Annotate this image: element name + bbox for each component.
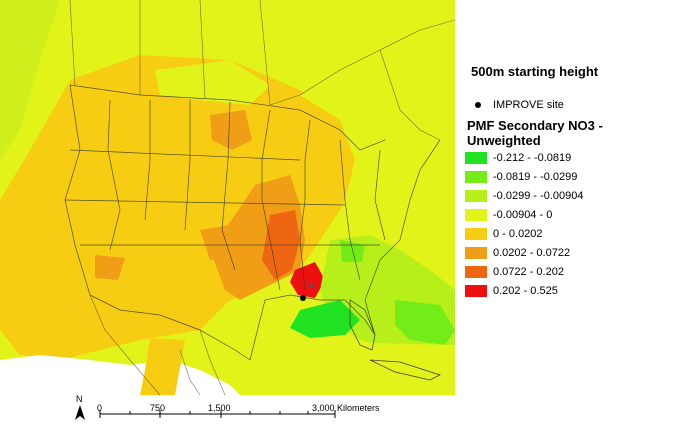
scale-tick-1500: 1,500	[208, 403, 231, 413]
legend-label: -0.212 - -0.0819	[493, 151, 572, 164]
legend-label: -0.00904 - 0	[493, 208, 553, 221]
legend-swatch	[465, 284, 487, 297]
legend-panel: 500m starting height IMPROVE site PMF Se…	[455, 0, 675, 427]
legend-swatch	[465, 265, 487, 278]
legend-label: -0.0819 - -0.0299	[493, 170, 578, 183]
legend-item: -0.0299 - -0.00904	[465, 186, 584, 205]
legend-swatch	[465, 151, 487, 164]
legend-swatch	[465, 208, 487, 221]
legend-item: -0.212 - -0.0819	[465, 148, 584, 167]
legend-label: -0.0299 - -0.00904	[493, 189, 584, 202]
map-title: 500m starting height	[471, 64, 599, 79]
legend-swatch	[465, 246, 487, 259]
legend-label: 0.0202 - 0.0722	[493, 246, 571, 259]
scale-tick-0: 0	[97, 403, 103, 413]
legend-label: 0.202 - 0.525	[493, 284, 558, 297]
legend-label: 0.0722 - 0.202	[493, 265, 564, 278]
legend-label: 0 - 0.0202	[493, 227, 543, 240]
scale-tick-750: 750	[150, 403, 166, 413]
legend-item: -0.00904 - 0	[465, 205, 584, 224]
legend-swatch	[465, 170, 487, 183]
legend-item: 0.0202 - 0.0722	[465, 243, 584, 262]
legend-item: -0.0819 - -0.0299	[465, 167, 584, 186]
north-label: N	[76, 394, 83, 404]
legend-list: -0.212 - -0.0819 -0.0819 - -0.0299 -0.0299…	[465, 148, 584, 300]
legend-title: PMF Secondary NO3 - Unweighted	[467, 118, 603, 148]
scale-bar: N 0 750 1,500 3,000 Kilometers	[76, 394, 380, 413]
site-label: IMPROVE site	[493, 99, 564, 111]
legend-swatch	[465, 189, 487, 202]
legend-item: 0 - 0.0202	[465, 224, 584, 243]
map-canvas[interactable]: N 0 750 1,500 3,000 Kilometers	[0, 0, 455, 427]
scale-tick-3000: 3,000 Kilometers	[312, 403, 380, 413]
legend-item: 0.202 - 0.525	[465, 281, 584, 300]
site-dot-icon	[475, 102, 481, 109]
legend-item: 0.0722 - 0.202	[465, 262, 584, 281]
legend-swatch	[465, 227, 487, 240]
site-legend: IMPROVE site	[475, 99, 564, 111]
concentration-map	[0, 0, 455, 427]
north-arrow-icon	[75, 405, 85, 420]
